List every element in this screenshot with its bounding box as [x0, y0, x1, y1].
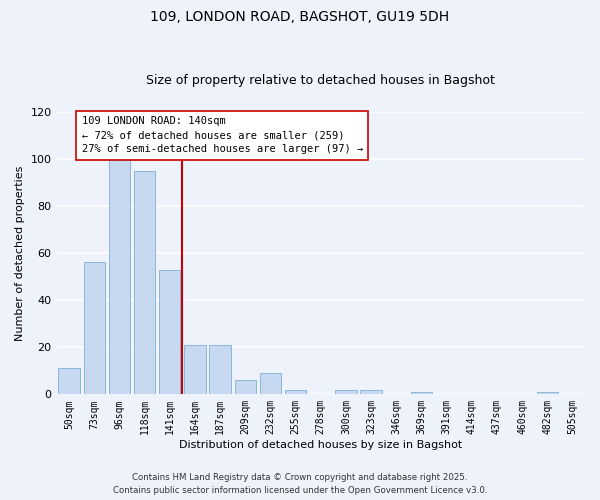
Bar — [83, 262, 105, 394]
Bar — [285, 390, 307, 394]
Bar — [109, 156, 130, 394]
Text: 109, LONDON ROAD, BAGSHOT, GU19 5DH: 109, LONDON ROAD, BAGSHOT, GU19 5DH — [151, 10, 449, 24]
Bar — [411, 392, 432, 394]
Bar — [361, 390, 382, 394]
Bar — [159, 270, 181, 394]
Bar — [335, 390, 356, 394]
Title: Size of property relative to detached houses in Bagshot: Size of property relative to detached ho… — [146, 74, 495, 87]
Text: 109 LONDON ROAD: 140sqm
← 72% of detached houses are smaller (259)
27% of semi-d: 109 LONDON ROAD: 140sqm ← 72% of detache… — [82, 116, 363, 154]
Bar — [184, 345, 206, 395]
Bar — [209, 345, 231, 395]
X-axis label: Distribution of detached houses by size in Bagshot: Distribution of detached houses by size … — [179, 440, 463, 450]
Bar — [536, 392, 558, 394]
Bar — [235, 380, 256, 394]
Text: Contains HM Land Registry data © Crown copyright and database right 2025.
Contai: Contains HM Land Registry data © Crown c… — [113, 474, 487, 495]
Bar — [260, 373, 281, 394]
Bar — [134, 170, 155, 394]
Y-axis label: Number of detached properties: Number of detached properties — [15, 166, 25, 340]
Bar — [58, 368, 80, 394]
